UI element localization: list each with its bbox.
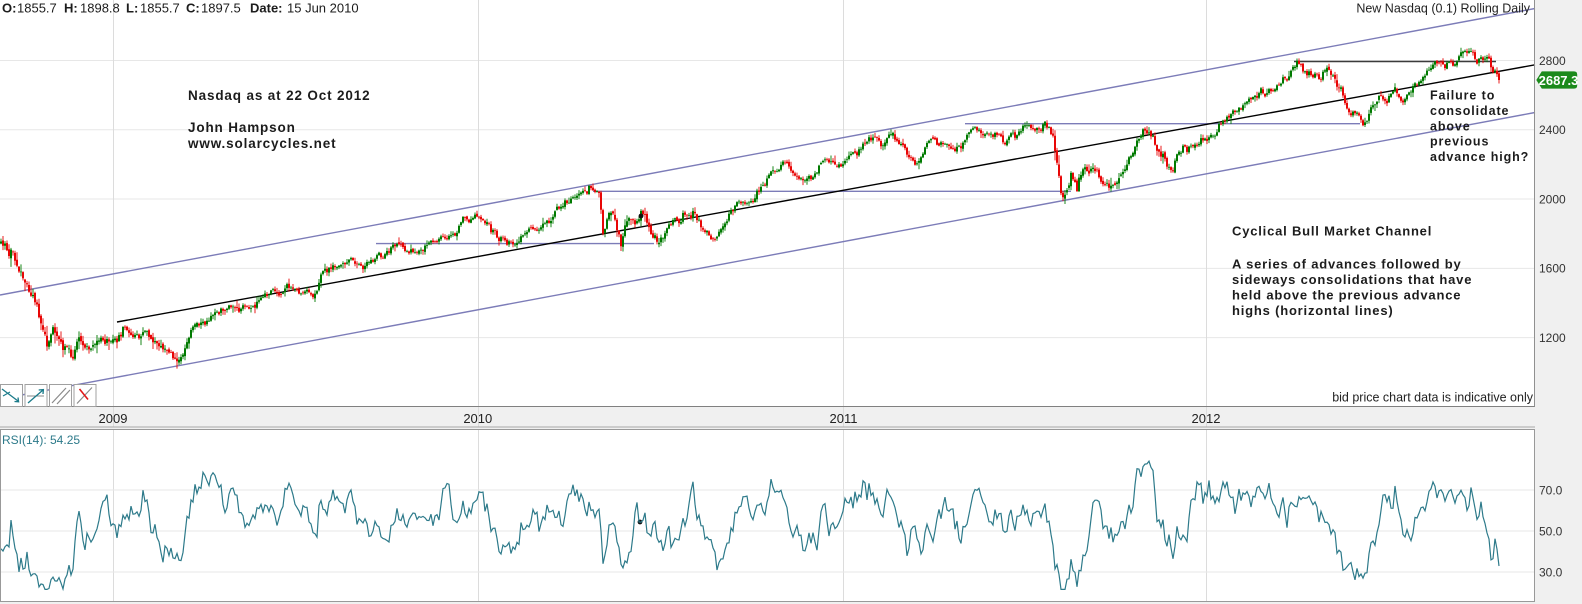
svg-text:15 Jun 2010: 15 Jun 2010: [287, 1, 359, 16]
svg-text:1898.8: 1898.8: [80, 1, 120, 16]
svg-text:2000: 2000: [1539, 192, 1566, 206]
svg-text:2687.3: 2687.3: [1539, 73, 1579, 88]
svg-text:highs (horizontal lines): highs (horizontal lines): [1232, 303, 1393, 318]
svg-text:1855.7: 1855.7: [140, 1, 180, 16]
svg-text:above: above: [1430, 119, 1471, 133]
svg-text:2800: 2800: [1539, 54, 1566, 68]
svg-text:A series of advances followed: A series of advances followed by: [1232, 257, 1462, 272]
svg-text:Date:: Date:: [250, 1, 283, 16]
svg-text:Cyclical Bull Market Channel: Cyclical Bull Market Channel: [1232, 224, 1432, 239]
svg-text:2011: 2011: [830, 411, 858, 426]
svg-text:1897.5: 1897.5: [201, 1, 241, 16]
svg-text:held above the previous advanc: held above the previous advance: [1232, 288, 1461, 303]
svg-text:C:: C:: [186, 1, 200, 16]
svg-text:2400: 2400: [1539, 123, 1566, 137]
svg-text:John Hampson: John Hampson: [188, 120, 296, 135]
svg-text:L:: L:: [126, 1, 138, 16]
svg-text:70.0: 70.0: [1539, 483, 1563, 497]
svg-text:2012: 2012: [1192, 411, 1221, 426]
svg-text:2010: 2010: [463, 411, 492, 426]
svg-text:O:: O:: [2, 1, 16, 16]
svg-text:1200: 1200: [1539, 331, 1566, 345]
svg-text:Nasdaq as at 22 Oct 2012: Nasdaq as at 22 Oct 2012: [188, 88, 371, 103]
svg-text:bid price chart data is indica: bid price chart data is indicative only: [1332, 391, 1534, 405]
svg-text:2009: 2009: [99, 411, 128, 426]
svg-text:H:: H:: [64, 1, 78, 16]
svg-text:50.0: 50.0: [1539, 524, 1563, 538]
svg-text:Failure to: Failure to: [1430, 89, 1495, 103]
svg-text:1600: 1600: [1539, 262, 1566, 276]
svg-text:sideways consolidations that h: sideways consolidations that have: [1232, 272, 1472, 287]
svg-text:New Nasdaq (0.1) Rolling Daily: New Nasdaq (0.1) Rolling Daily: [1356, 2, 1530, 16]
svg-text:previous: previous: [1430, 135, 1489, 149]
svg-text:www.solarcycles.net: www.solarcycles.net: [187, 136, 336, 151]
svg-text:consolidate: consolidate: [1430, 104, 1509, 118]
svg-text:advance high?: advance high?: [1430, 150, 1529, 164]
svg-text:30.0: 30.0: [1539, 565, 1563, 579]
svg-text:1855.7: 1855.7: [17, 1, 57, 16]
svg-text:RSI(14): 54.25: RSI(14): 54.25: [2, 433, 80, 447]
